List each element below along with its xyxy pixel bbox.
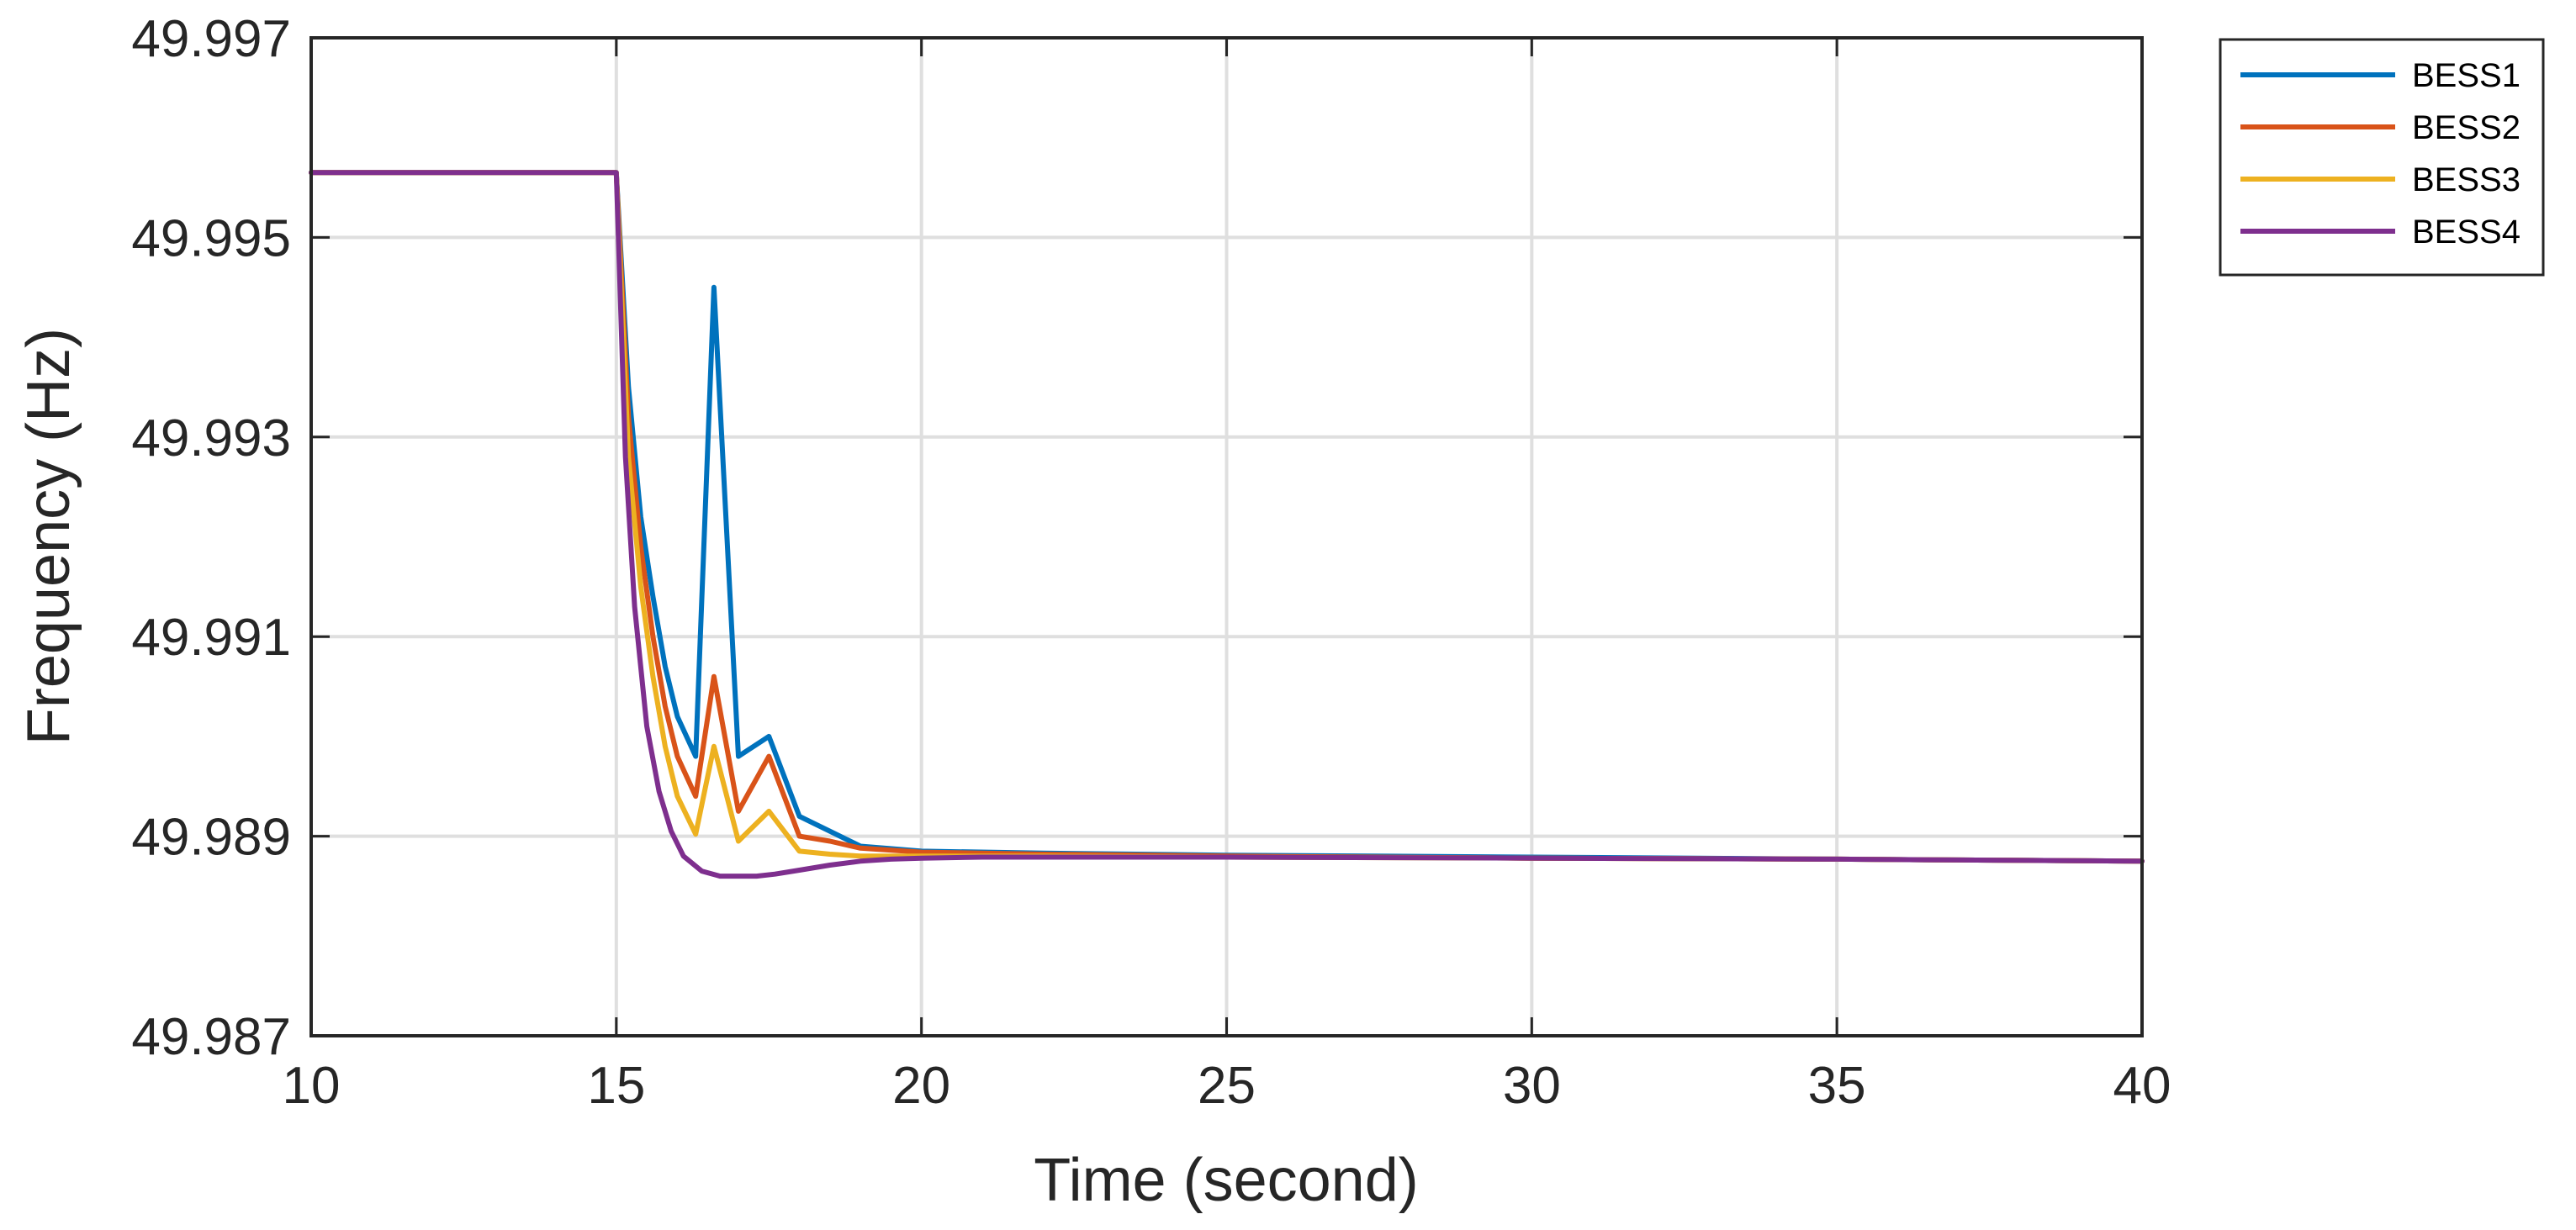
x-tick-label: 40 — [2113, 1057, 2171, 1115]
x-tick-label: 10 — [283, 1057, 341, 1115]
x-tick-labels: 10 15 20 25 30 35 40 — [283, 1057, 2171, 1115]
legend-label-bess1: BESS1 — [2412, 57, 2520, 94]
legend-label-bess4: BESS4 — [2412, 214, 2520, 251]
grid-lines — [309, 36, 2144, 1037]
x-tick-label: 30 — [1503, 1057, 1561, 1115]
legend-label-bess3: BESS3 — [2412, 161, 2520, 198]
y-tick-label: 49.989 — [131, 809, 291, 867]
y-tick-label: 49.987 — [131, 1008, 291, 1066]
legend-label-bess2: BESS2 — [2412, 109, 2520, 146]
x-tick-label: 25 — [1198, 1057, 1256, 1115]
x-tick-label: 20 — [892, 1057, 950, 1115]
y-axis-label: Frequency (Hz) — [15, 328, 82, 745]
x-axis-label: Time (second) — [1034, 1147, 1418, 1214]
tick-marks — [309, 36, 2144, 1037]
series-line-bess4 — [309, 170, 2145, 879]
x-tick-label: 15 — [587, 1057, 645, 1115]
series-lines — [309, 170, 2145, 879]
y-tick-label: 49.995 — [131, 209, 291, 267]
y-tick-label: 49.991 — [131, 609, 291, 667]
x-tick-label: 35 — [1808, 1057, 1866, 1115]
y-tick-label: 49.993 — [131, 409, 291, 467]
y-tick-label: 49.997 — [131, 10, 291, 68]
y-tick-labels: 49.987 49.989 49.991 49.993 49.995 49.997 — [131, 10, 291, 1066]
legend: BESS1 BESS2 BESS3 BESS4 — [2219, 38, 2545, 277]
legend-box — [2219, 38, 2545, 277]
